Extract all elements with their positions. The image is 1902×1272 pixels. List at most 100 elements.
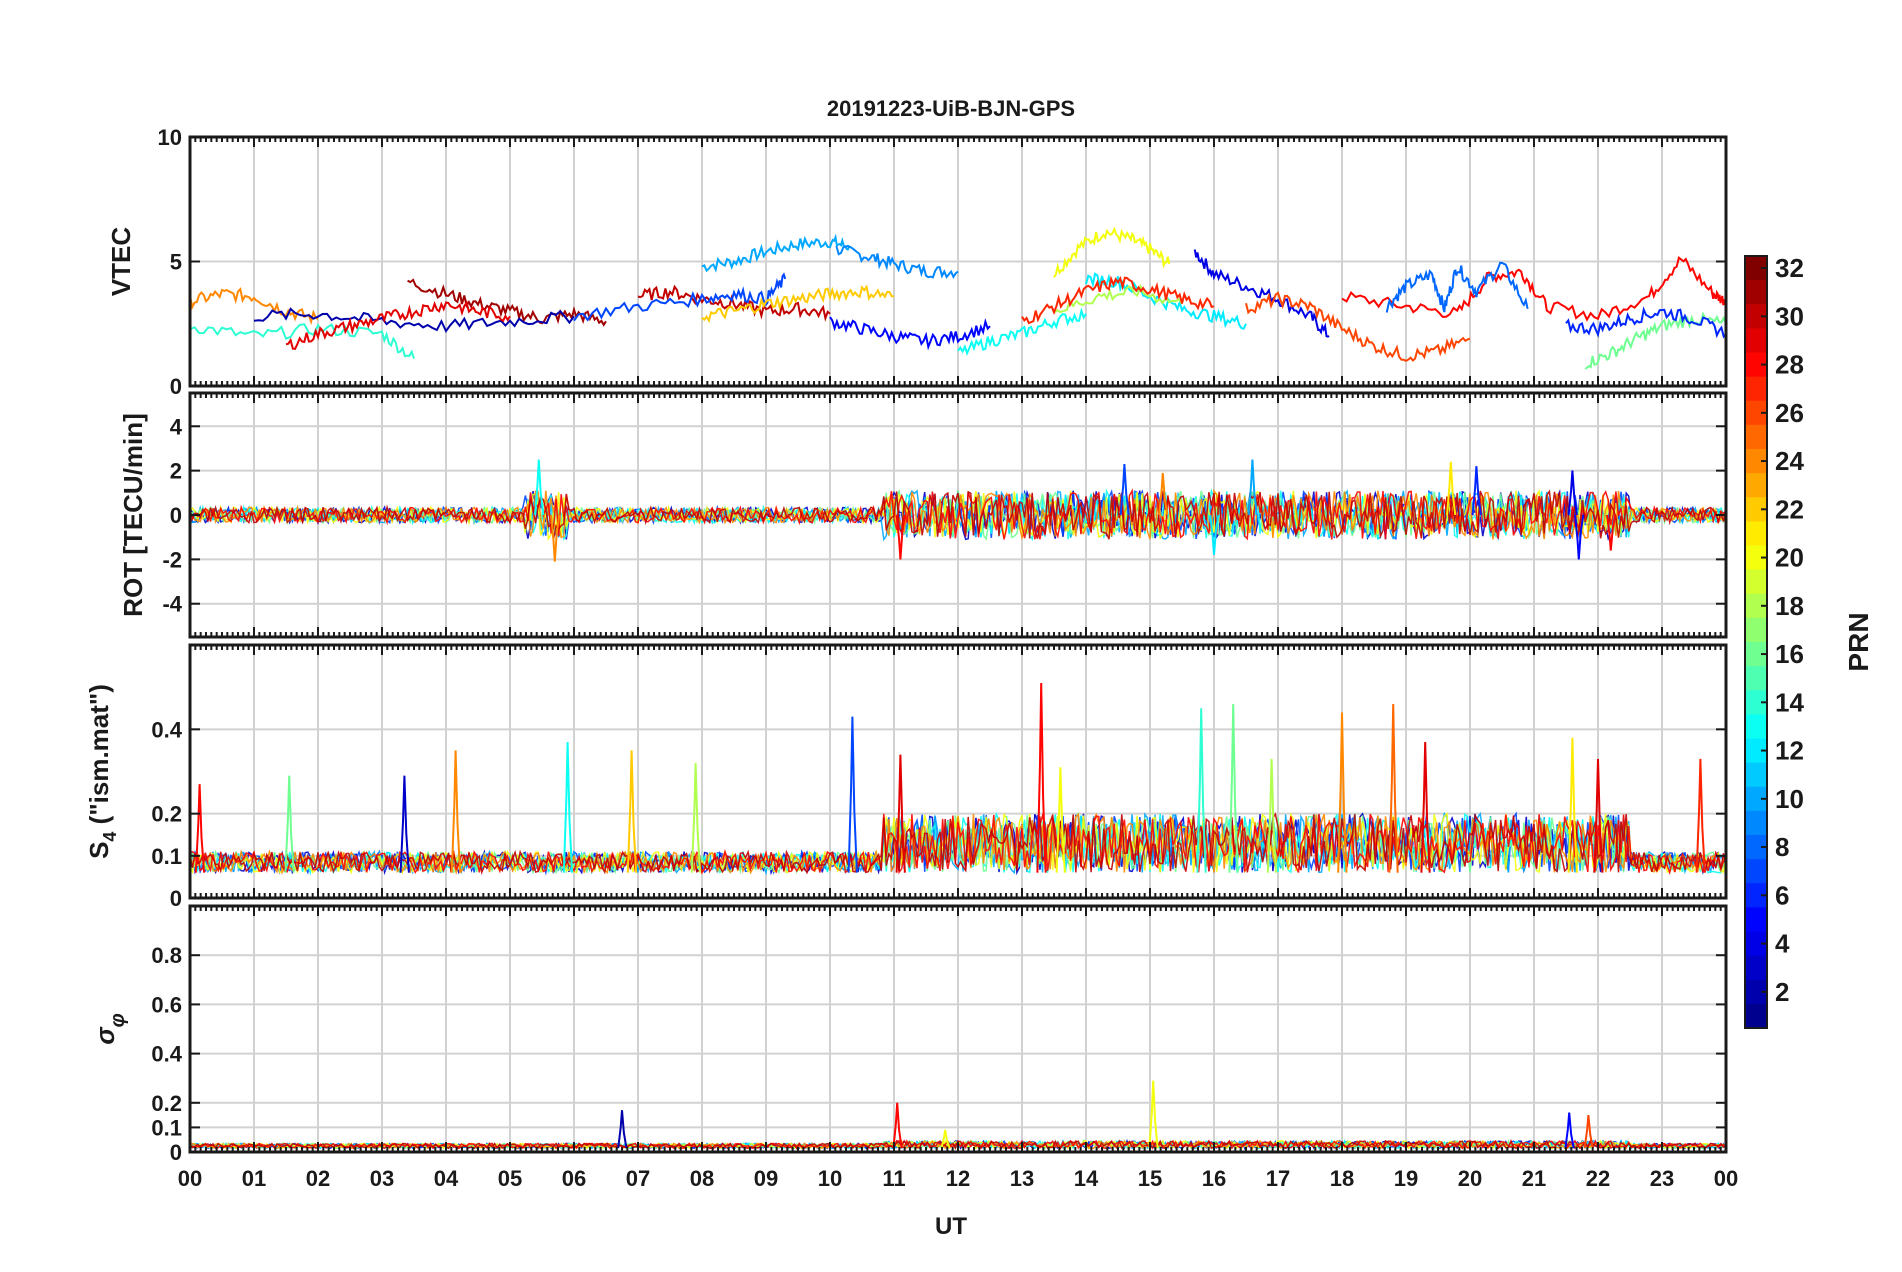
y-tick-label: -2: [162, 547, 182, 572]
x-tick-label: 09: [754, 1166, 778, 1191]
series-group: [190, 682, 1726, 876]
colorbar-tick-label: 18: [1775, 591, 1804, 621]
x-tick-label: 07: [626, 1166, 650, 1191]
colorbar-segment: [1745, 424, 1767, 450]
colorbar-tick-label: 28: [1775, 350, 1804, 380]
minor-ticks: [189, 137, 1727, 386]
x-tick-label: 11: [882, 1166, 905, 1191]
colorbar-segment: [1745, 907, 1767, 933]
spike-prn-4: [1567, 470, 1578, 516]
colorbar-tick-label: 6: [1775, 880, 1789, 910]
colorbar-segment: [1745, 497, 1767, 522]
noise-trace-prn-30: [190, 489, 1726, 540]
spike-prn-20: [1148, 1080, 1159, 1149]
y-axis-label-sub: φ: [107, 1013, 129, 1027]
y-axis-label: VTEC: [106, 227, 136, 297]
spike-prn-10: [1247, 459, 1258, 516]
series-line-prn-13: [957, 307, 1087, 356]
series-line-prn-24: [190, 287, 319, 326]
colorbar-segment: [1745, 859, 1767, 884]
spike-prn-7: [847, 716, 858, 873]
series-group: [190, 459, 1726, 562]
spike-prn-28: [194, 784, 206, 873]
colorbar-label: PRN: [1843, 612, 1874, 671]
colorbar-tick-label: 16: [1775, 639, 1804, 669]
spike-prn-21: [1567, 737, 1578, 873]
y-tick-label: 0: [170, 374, 182, 399]
panel-s4: 0 0.1 0.2 0.4 S4 ("ism.mat"): [84, 643, 1728, 911]
series-line-prn-10: [701, 233, 851, 273]
colorbar-segment: [1745, 666, 1767, 691]
colorbar-segment: [1745, 835, 1767, 860]
noise-trace-prn-20: [190, 812, 1726, 875]
noise-trace-prn-20: [190, 488, 1726, 542]
noise-trace-prn-30: [190, 812, 1726, 876]
colorbar-segment: [1745, 642, 1767, 667]
x-tick-label: 17: [1266, 1166, 1290, 1191]
y-axis-label: σφ: [90, 1013, 129, 1044]
y-tick-label: 5: [170, 250, 182, 275]
spike-prn-16: [284, 775, 295, 873]
colorbar-segment: [1745, 810, 1767, 836]
colorbar-tick-label: 8: [1775, 832, 1789, 862]
y-tick-label: 0.1: [151, 1115, 182, 1140]
series-line-prn-14: [190, 323, 415, 359]
y-tick-label: 0: [170, 886, 182, 911]
colorbar-segment: [1745, 569, 1767, 595]
colorbar-segment: [1745, 473, 1767, 498]
series-line-prn-7: [573, 272, 787, 322]
spike-prn-18: [1266, 758, 1278, 873]
noise-trace-prn-28: [190, 812, 1726, 876]
colorbar-segment: [1745, 304, 1767, 329]
colorbar-segment: [1745, 449, 1767, 474]
x-tick-label: 14: [1074, 1166, 1099, 1191]
series-line-prn-26: [1245, 291, 1471, 363]
spike-prn-26: [1583, 1115, 1594, 1149]
colorbar-segment: [1745, 979, 1767, 1005]
minor-ticks: [189, 393, 1727, 637]
spike-prn-13: [534, 459, 545, 516]
colorbar-tick-label: 24: [1775, 446, 1804, 476]
y-tick-label: 0.1: [151, 844, 182, 869]
y-axis-label: ROT [TECU/min]: [118, 413, 148, 617]
x-tick-label: 08: [690, 1166, 714, 1191]
series-line-prn-4: [1193, 249, 1330, 338]
colorbar-tick-label: 10: [1775, 784, 1804, 814]
series-line-prn-29: [285, 300, 511, 350]
spike-prn-5: [1574, 514, 1585, 560]
colorbar-tick-label: 12: [1775, 736, 1804, 766]
series-line-prn-6: [1565, 306, 1726, 339]
spike-prn-13: [562, 741, 574, 873]
y-tick-label: 0: [170, 503, 182, 528]
colorbar-segment: [1745, 617, 1767, 643]
colorbar-segment: [1745, 545, 1767, 571]
colorbar-tick-label: 2: [1775, 977, 1789, 1007]
spike-prn-18: [690, 763, 702, 873]
x-tick-label: 20: [1458, 1166, 1482, 1191]
colorbar-tick-label: 14: [1775, 687, 1804, 717]
colorbar-tick-label: 30: [1775, 301, 1804, 331]
spike-prn-22: [626, 750, 638, 873]
colorbar-segment: [1745, 738, 1767, 764]
series-line-prn-9: [835, 244, 959, 280]
minor-ticks: [189, 906, 1727, 1152]
series-line-prn-12: [1085, 272, 1247, 330]
x-tick-label: 05: [498, 1166, 522, 1191]
x-tick-label: 12: [946, 1166, 970, 1191]
series-line-prn-5: [829, 316, 991, 351]
noise-trace-prn-10: [190, 811, 1726, 876]
y-tick-label: 0.4: [151, 717, 182, 742]
y-tick-label: 4: [170, 414, 183, 439]
colorbar-segment: [1745, 762, 1767, 788]
y-tick-label: 0.8: [151, 943, 182, 968]
colorbar-segment: [1745, 256, 1767, 281]
y-tick-label: 2: [170, 459, 182, 484]
colorbar-frame: [1744, 255, 1768, 1029]
spike-prn-28: [892, 1102, 903, 1149]
spike-prn-28: [1036, 682, 1047, 873]
spike-prn-29: [895, 754, 906, 873]
y-axis-label-main: σ: [90, 1026, 120, 1045]
y-axis-label-sub: 4: [100, 832, 120, 842]
colorbar-tick-label: 4: [1775, 929, 1790, 959]
